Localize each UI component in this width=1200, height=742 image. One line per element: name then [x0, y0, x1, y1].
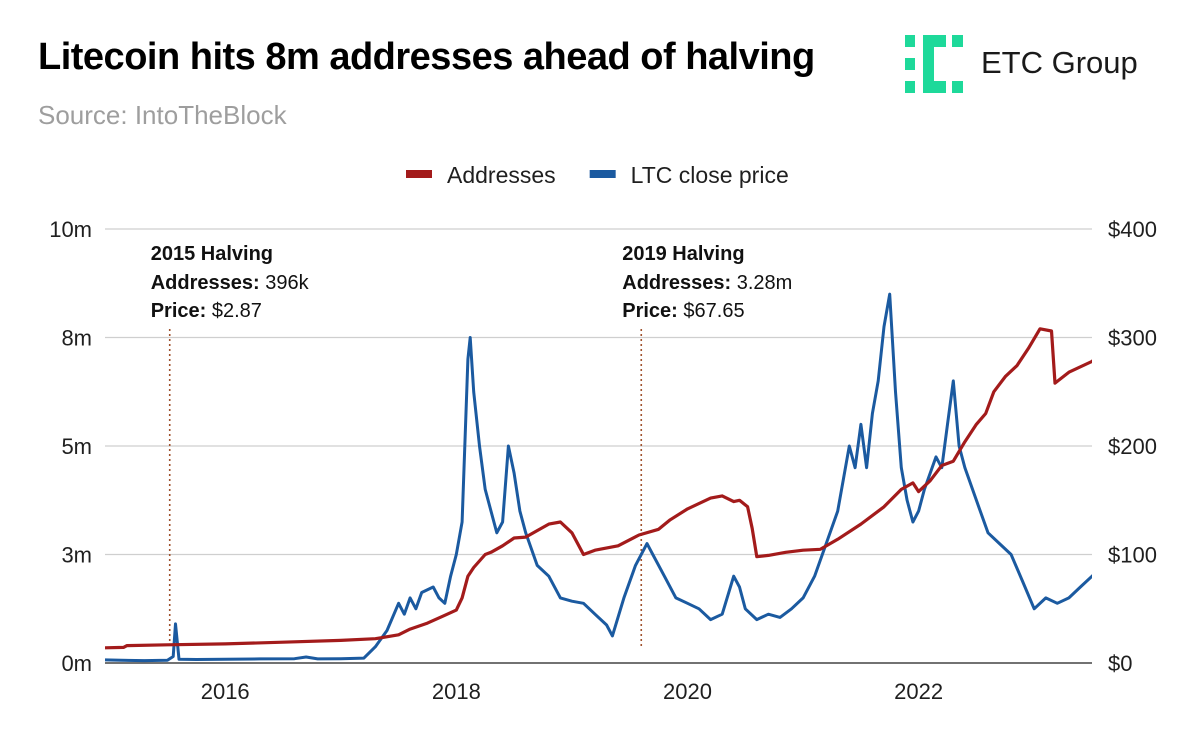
etc-group-logo: ETC Group	[905, 35, 1170, 93]
y-right-tick-label: $100	[1108, 543, 1157, 568]
annotation-addresses-2019: Addresses: 3.28m	[622, 272, 792, 294]
annotation-price-2015: Price: $2.87	[151, 300, 262, 322]
annotation-addresses-2015: Addresses: 396k	[151, 272, 310, 294]
annotation-price-2019: Price: $67.65	[622, 300, 744, 322]
y-right-tick-label: $300	[1108, 326, 1157, 351]
legend-swatch-price	[589, 170, 616, 178]
addresses-line	[105, 327, 1092, 650]
chart-title: Litecoin hits 8m addresses ahead of halv…	[38, 36, 815, 78]
etc-group-logo-icon	[905, 35, 963, 93]
y-left-tick-label: 8m	[61, 326, 92, 351]
legend-label: Addresses	[447, 162, 556, 188]
x-tick-label: 2020	[663, 679, 712, 704]
y-left-tick-label: 0m	[61, 651, 92, 676]
y-left-tick-label: 3m	[61, 543, 92, 568]
x-tick-label: 2018	[432, 679, 481, 704]
y-left-tick-label: 5m	[61, 434, 92, 459]
annotation-title-2019: 2019 Halving	[622, 243, 744, 265]
annotations: 2015 Halving Addresses: 396k Price: $2.87 2…	[151, 243, 792, 648]
axes: 0m 3m 5m 8m 10m $0 $100 $200 $300 $400 2016 2018 202…	[49, 217, 1157, 704]
legend-label: LTC close price	[631, 162, 789, 188]
chart-source: Source: IntoTheBlock	[38, 100, 287, 130]
y-right-tick-label: $400	[1108, 217, 1157, 242]
y-right-tick-label: $0	[1108, 651, 1132, 676]
ltc-price-line	[105, 292, 1092, 663]
annotation-title-2015: 2015 Halving	[151, 243, 273, 265]
y-left-tick-label: 10m	[49, 217, 92, 242]
legend: Addresses LTC close price	[406, 162, 789, 188]
x-tick-label: 2016	[201, 679, 250, 704]
gridlines	[105, 228, 1092, 556]
legend-swatch-addresses	[406, 170, 432, 178]
series	[105, 292, 1092, 663]
x-tick-label: 2022	[894, 679, 943, 704]
y-right-tick-label: $200	[1108, 434, 1157, 459]
logo-text: ETC Group	[981, 45, 1138, 80]
